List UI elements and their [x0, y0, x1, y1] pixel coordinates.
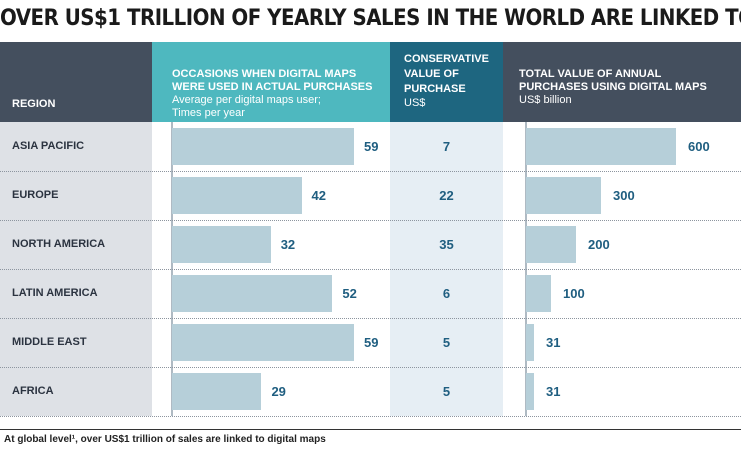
row-divider — [0, 171, 741, 172]
conservative-value-label: 7 — [442, 138, 451, 154]
occasions-bar — [172, 226, 271, 263]
conservative-value-label: 5 — [442, 383, 451, 399]
footer-rule — [0, 429, 741, 430]
row-divider — [0, 269, 741, 270]
total-value-label: 600 — [688, 138, 710, 154]
region-label: MIDDLE EAST — [12, 335, 87, 348]
region-header-label: REGION — [12, 98, 56, 110]
conservative-value-label: 6 — [442, 285, 451, 301]
occasions-value-label: 42 — [311, 187, 327, 203]
region-label: EUROPE — [12, 188, 59, 201]
region-label: LATIN AMERICA — [12, 286, 98, 299]
row-divider — [0, 416, 741, 417]
region-label: ASIA PACIFIC — [12, 139, 85, 152]
occasions-header-subtitle: Average per digital maps user; Times per… — [172, 94, 321, 119]
total-bar — [526, 128, 676, 165]
chart-title: OVER US$1 TRILLION OF YEARLY SALES IN TH… — [0, 6, 741, 31]
total-value-label: 200 — [588, 236, 610, 252]
occasions-header-title: OCCASIONS WHEN DIGITAL MAPS WERE USED IN… — [172, 68, 373, 93]
total-bar — [526, 324, 534, 361]
conservative-header-subtitle: US$ — [404, 97, 426, 109]
footer-note: At global level¹, over US$1 trillion of … — [4, 434, 326, 445]
conservative-header-title: CONSERVATIVE VALUE OF PURCHASE — [404, 53, 489, 95]
occasions-bar — [172, 373, 262, 410]
total-header-subtitle: US$ billion — [519, 94, 572, 106]
occasions-bar — [172, 177, 302, 214]
row-divider — [0, 367, 741, 368]
total-value-label: 300 — [613, 187, 635, 203]
occasions-value-label: 29 — [271, 383, 286, 399]
conservative-value-label: 22 — [439, 187, 454, 203]
total-bar — [526, 373, 534, 410]
total-column-header: TOTAL VALUE OF ANNUAL PURCHASES USING DI… — [503, 42, 741, 122]
conservative-value-label: 35 — [439, 236, 454, 252]
total-bar — [526, 177, 601, 214]
occasions-value-label: 59 — [364, 334, 379, 350]
occasions-value-label: 52 — [342, 285, 357, 301]
occasions-value-label: 32 — [280, 236, 296, 252]
conservative-column-header: CONSERVATIVE VALUE OF PURCHASE US$ — [390, 42, 503, 122]
total-value-label: 100 — [563, 285, 585, 301]
conservative-value-label: 5 — [442, 334, 451, 350]
occasions-bar — [172, 128, 354, 165]
region-column-header: REGION — [0, 42, 152, 122]
region-label: AFRICA — [12, 384, 54, 397]
occasions-bar — [172, 324, 354, 361]
occasions-value-label: 59 — [364, 138, 379, 154]
row-divider — [0, 220, 741, 221]
total-bar — [526, 275, 551, 312]
row-divider — [0, 318, 741, 319]
occasions-bar — [172, 275, 333, 312]
occasions-column-header: OCCASIONS WHEN DIGITAL MAPS WERE USED IN… — [152, 42, 390, 122]
total-value-label: 31 — [546, 383, 561, 399]
total-header-title: TOTAL VALUE OF ANNUAL PURCHASES USING DI… — [519, 68, 707, 93]
region-label: NORTH AMERICA — [12, 237, 106, 250]
total-bar — [526, 226, 576, 263]
total-value-label: 31 — [546, 334, 561, 350]
